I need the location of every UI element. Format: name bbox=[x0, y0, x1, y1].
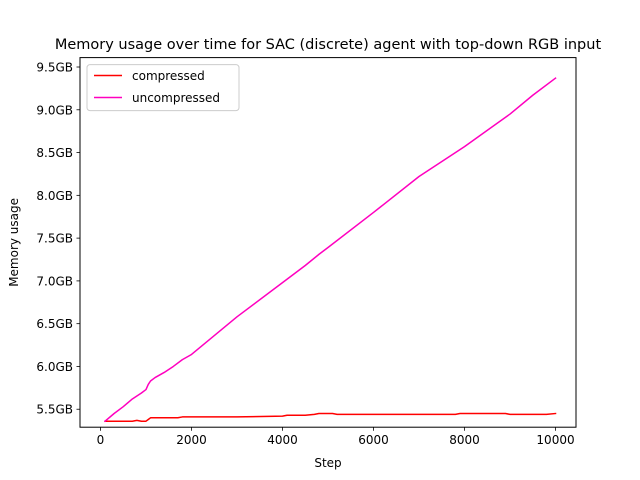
series-layer bbox=[103, 77, 557, 423]
y-tick-label: 8.5GB bbox=[36, 146, 73, 160]
legend-box bbox=[86, 64, 240, 112]
y-axis-label: Memory usage bbox=[7, 198, 21, 287]
x-tick-label: 4000 bbox=[267, 433, 298, 447]
legend-label-compressed: compressed bbox=[132, 69, 205, 83]
y-tick-label: 9.5GB bbox=[36, 61, 73, 75]
plot-frame bbox=[79, 57, 577, 428]
x-tick-label: 10000 bbox=[536, 433, 574, 447]
y-tick-label: 7.5GB bbox=[36, 232, 73, 246]
chart-title: Memory usage over time for SAC (discrete… bbox=[55, 37, 602, 53]
y-tick-label: 8.0GB bbox=[36, 189, 73, 203]
legend-label-uncompressed: uncompressed bbox=[132, 91, 220, 105]
series-line-uncompressed bbox=[103, 77, 557, 423]
y-axis: 5.5GB 6.0GB 6.5GB 7.0GB 7.5GB 8.0GB 8.5GB 9.0GB… bbox=[36, 61, 80, 417]
x-tick-label: 8000 bbox=[449, 433, 480, 447]
x-tick-label: 0 bbox=[97, 433, 105, 447]
legend: compressed uncompressed bbox=[86, 64, 240, 112]
x-tick-label: 6000 bbox=[358, 433, 389, 447]
x-axis: 0 2000 4000 6000 8000 10000 bbox=[97, 427, 575, 447]
y-tick-label: 9.0GB bbox=[36, 103, 73, 117]
y-tick-label: 7.0GB bbox=[36, 274, 73, 288]
y-tick-label: 6.0GB bbox=[36, 360, 73, 374]
x-axis-label: Step bbox=[314, 456, 341, 470]
x-tick-label: 2000 bbox=[176, 433, 207, 447]
y-tick-label: 5.5GB bbox=[36, 403, 73, 417]
y-tick-label: 6.5GB bbox=[36, 317, 73, 331]
series-line-compressed bbox=[104, 412, 557, 422]
